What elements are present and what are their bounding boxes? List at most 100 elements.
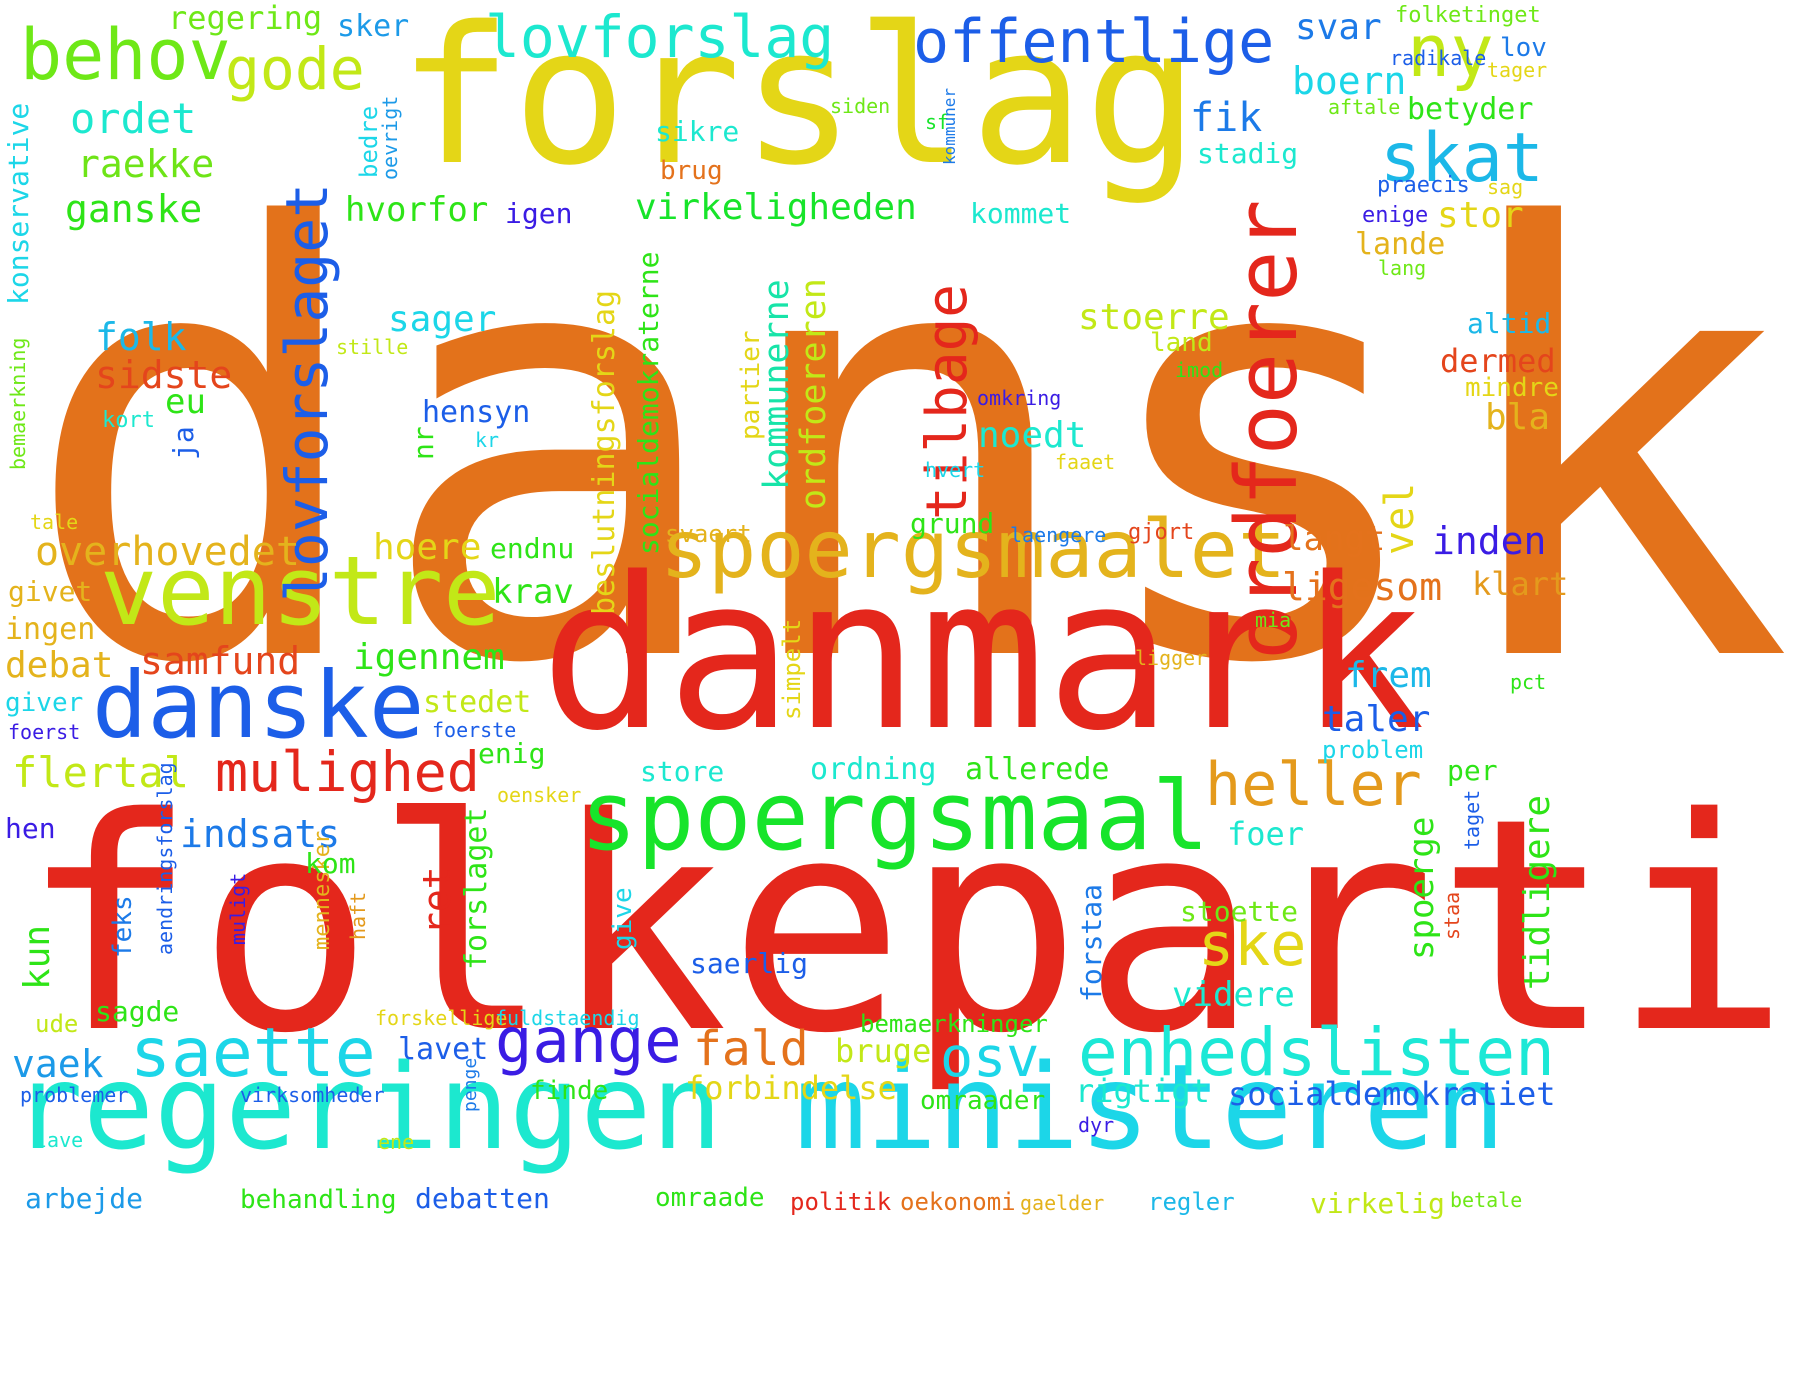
word-sker: sker [337,9,410,44]
word-forstaa: forstaa [1075,883,1108,1002]
word-oevrigt: oevrigt [378,95,402,180]
word-svaert: svaert [665,520,752,548]
word-hensyn: hensyn [422,395,531,430]
word-rigtigt: rigtigt [1075,1072,1210,1110]
word-vaek: vaek [12,1042,104,1086]
word-kr: kr [475,428,500,452]
word-saette: saette [130,1014,376,1093]
word-kommet: kommet [970,197,1072,230]
word-frem: frem [1345,655,1432,696]
word-inden: inden [1432,519,1547,563]
word-fik: fik [1190,95,1263,141]
word-sager: sager [388,299,497,340]
word-give: give [608,887,638,950]
word-taget: taget [1460,789,1484,850]
word-forslag: forslag [398,0,1199,207]
word-danmark: danmark [540,532,1426,777]
word-fald: fald [693,1021,809,1077]
word-kun: kun [17,924,58,990]
word-sidste: sidste [95,353,233,397]
word-foerste: foerste [432,718,517,742]
word-lave: lave [35,1128,84,1152]
word-laengere: laengere [1010,523,1107,547]
word-debatten: debatten [415,1182,550,1215]
word-dermed: dermed [1440,342,1556,380]
word-skat: skat [1380,119,1544,198]
word-problemer: problemer [20,1083,129,1107]
word-enig: enig [478,737,546,770]
word-oekonomi: oekonomi [900,1188,1016,1216]
word-indsats: indsats [180,812,341,856]
word-folkeparti: folkeparti [20,756,1791,1098]
word-store: store [640,755,725,788]
word-giver: giver [5,688,84,718]
word-foer: foer [1227,815,1305,853]
word-venstre: venstre [100,537,501,647]
word-virksomheder: virksomheder [240,1083,385,1107]
word-ministeren: ministeren [795,1038,1506,1176]
word-tilbage: tilbage [915,283,980,520]
word-brug: brug [660,156,723,186]
word-osv: osv [940,1025,1040,1089]
word-konservative: konservative [2,102,35,305]
word-problem: problem [1322,736,1424,764]
word-dyr: dyr [1078,1113,1115,1137]
word-virkeligheden: virkeligheden [635,187,917,228]
word-feks: feks [108,895,138,958]
word-overhovedet: overhovedet [35,529,300,575]
word-per: per [1447,754,1498,787]
word-stoette: stoette [1180,895,1299,928]
word-forslaget: forslaget [459,807,494,970]
word-tale: tale [30,510,79,534]
word-siden: siden [830,94,891,118]
word-praecis: praecis [1377,173,1470,198]
word-omraade: omraade [655,1183,765,1213]
word-videre: videre [1172,975,1295,1015]
word-grund: grund [910,507,995,540]
word-virkelig: virkelig [1310,1187,1445,1220]
word-lavet: lavet [398,1032,489,1067]
word-nr: nr [407,426,440,460]
word-regeringen: regeringen [12,1038,723,1176]
word-regering: regering [168,0,323,37]
word-ganske: ganske [65,187,203,231]
word-oensker: oensker [497,783,582,807]
word-danske: danske [92,652,425,759]
word-beslutningsforslag: beslutningsforslag [587,289,622,615]
word-behov: behov [20,14,231,96]
word-ordet: ordet [70,94,197,143]
word-fuldstaendig: fuldstaendig [495,1006,640,1030]
word-sag: sag [1487,175,1524,199]
word-hen: hen [5,812,56,845]
word-faaet: faaet [1055,450,1116,474]
word-folketinget: folketinget [1395,3,1541,28]
word-bemaerkninger: bemaerkninger [860,1010,1048,1038]
word-simpelt: simpelt [778,618,806,720]
word-mia: mia [1255,608,1292,632]
word-dansk: dansk [20,106,1794,792]
word-ude: ude [35,1010,79,1038]
word-flertal: flertal [12,748,190,797]
word-radikale: radikale [1390,46,1487,70]
word-kort: kort [102,408,155,433]
word-ene: ene [378,1130,415,1154]
word-gaelder: gaelder [1020,1191,1105,1215]
word-betyder: betyder [1407,92,1534,127]
word-hoere: hoere [373,527,482,568]
word-igen: igen [505,197,573,230]
word-spoergsmaalet: spoergsmaalet [660,503,1287,596]
word-heller: heller [1205,750,1422,820]
word-givet: givet [8,575,93,608]
word-gode: gode [225,35,365,103]
word-samfund: samfund [140,639,301,683]
word-ordning: ordning [810,752,937,787]
word-finde: finde [530,1076,609,1106]
word-hvorfor: hvorfor [345,190,489,230]
word-hvert: hvert [925,458,986,482]
word-stadig: stadig [1197,137,1299,170]
word-ske: ske [1198,910,1307,980]
word-land: land [1150,328,1213,358]
word-debat: debat [5,645,114,686]
word-klart: klart [1472,565,1569,603]
